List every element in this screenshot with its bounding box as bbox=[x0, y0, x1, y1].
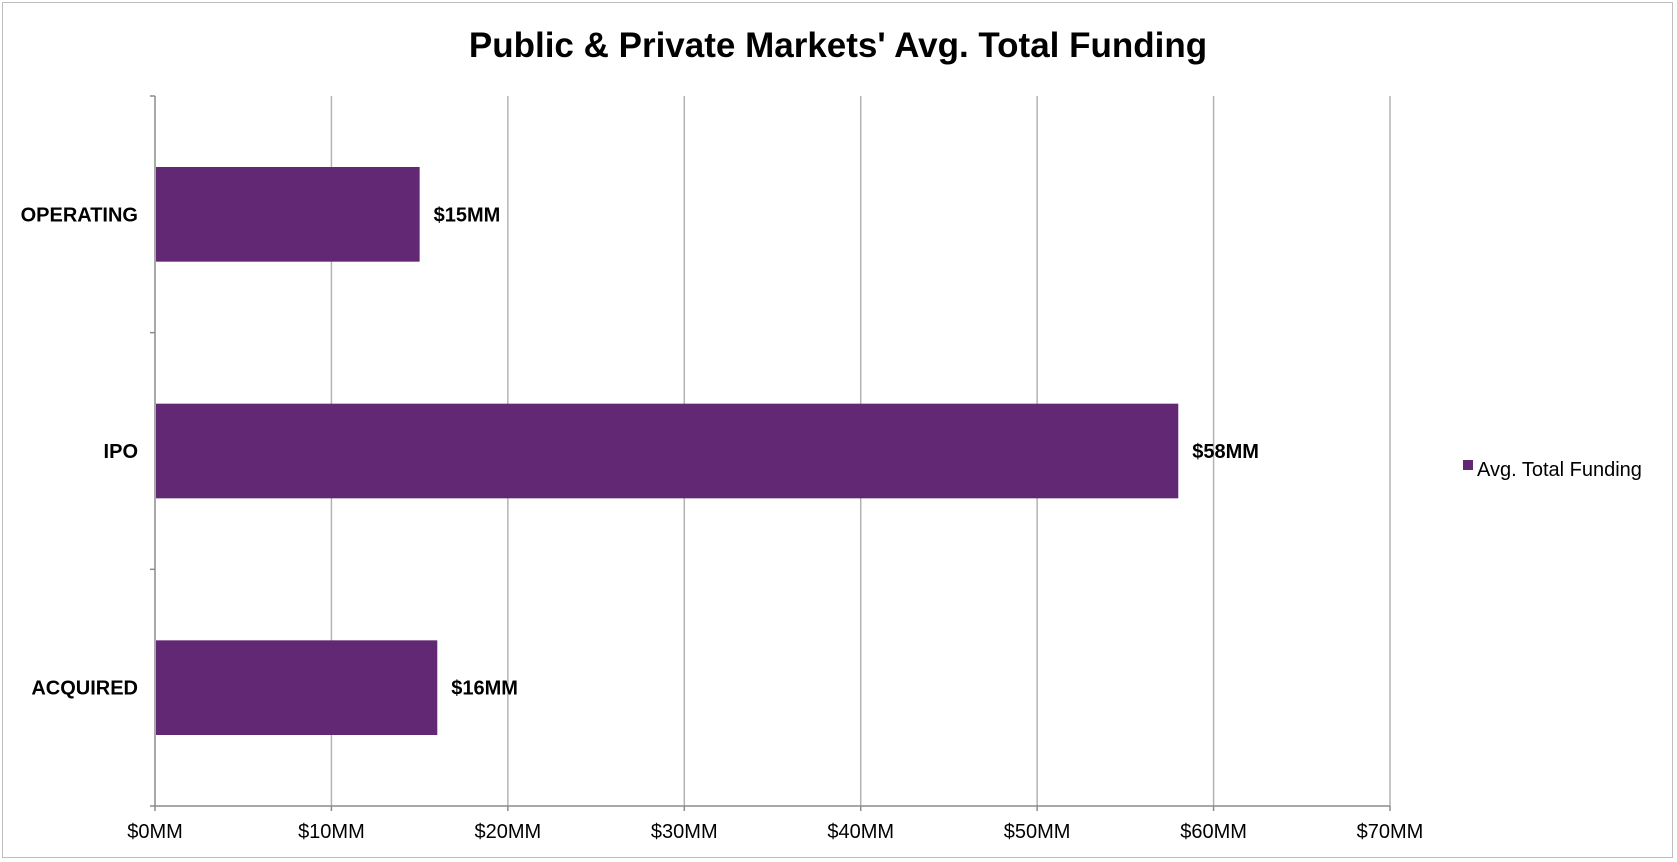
category-label-ipo: IPO bbox=[104, 441, 138, 463]
x-tick-label-3: $30MM bbox=[651, 821, 718, 843]
legend-label: Avg. Total Funding bbox=[1477, 459, 1642, 481]
bars bbox=[156, 167, 1179, 735]
labels: $0MM $10MM $20MM $30MM $40MM $50MM $60MM $70MM O… bbox=[21, 204, 1424, 843]
data-label-acquired: $16MM bbox=[451, 678, 518, 700]
x-tick-label-4: $40MM bbox=[827, 821, 894, 843]
x-tick-label-2: $20MM bbox=[475, 821, 542, 843]
category-label-operating: OPERATING bbox=[21, 204, 138, 226]
x-tick-label-1: $10MM bbox=[298, 821, 365, 843]
chart-title: Public & Private Markets' Avg. Total Fun… bbox=[469, 26, 1207, 65]
x-tick-label-7: $70MM bbox=[1357, 821, 1424, 843]
category-label-acquired: ACQUIRED bbox=[31, 678, 138, 700]
legend: Avg. Total Funding bbox=[1463, 459, 1642, 481]
data-label-ipo: $58MM bbox=[1192, 441, 1259, 463]
x-tick-label-5: $50MM bbox=[1004, 821, 1071, 843]
legend-swatch bbox=[1463, 460, 1473, 470]
data-label-operating: $15MM bbox=[434, 204, 501, 226]
bar-operating bbox=[156, 167, 420, 262]
x-tick-label-0: $0MM bbox=[127, 821, 183, 843]
axes bbox=[150, 95, 1391, 811]
x-tick-label-6: $60MM bbox=[1180, 821, 1247, 843]
bar-ipo bbox=[156, 403, 1179, 499]
bar-acquired bbox=[156, 640, 438, 735]
